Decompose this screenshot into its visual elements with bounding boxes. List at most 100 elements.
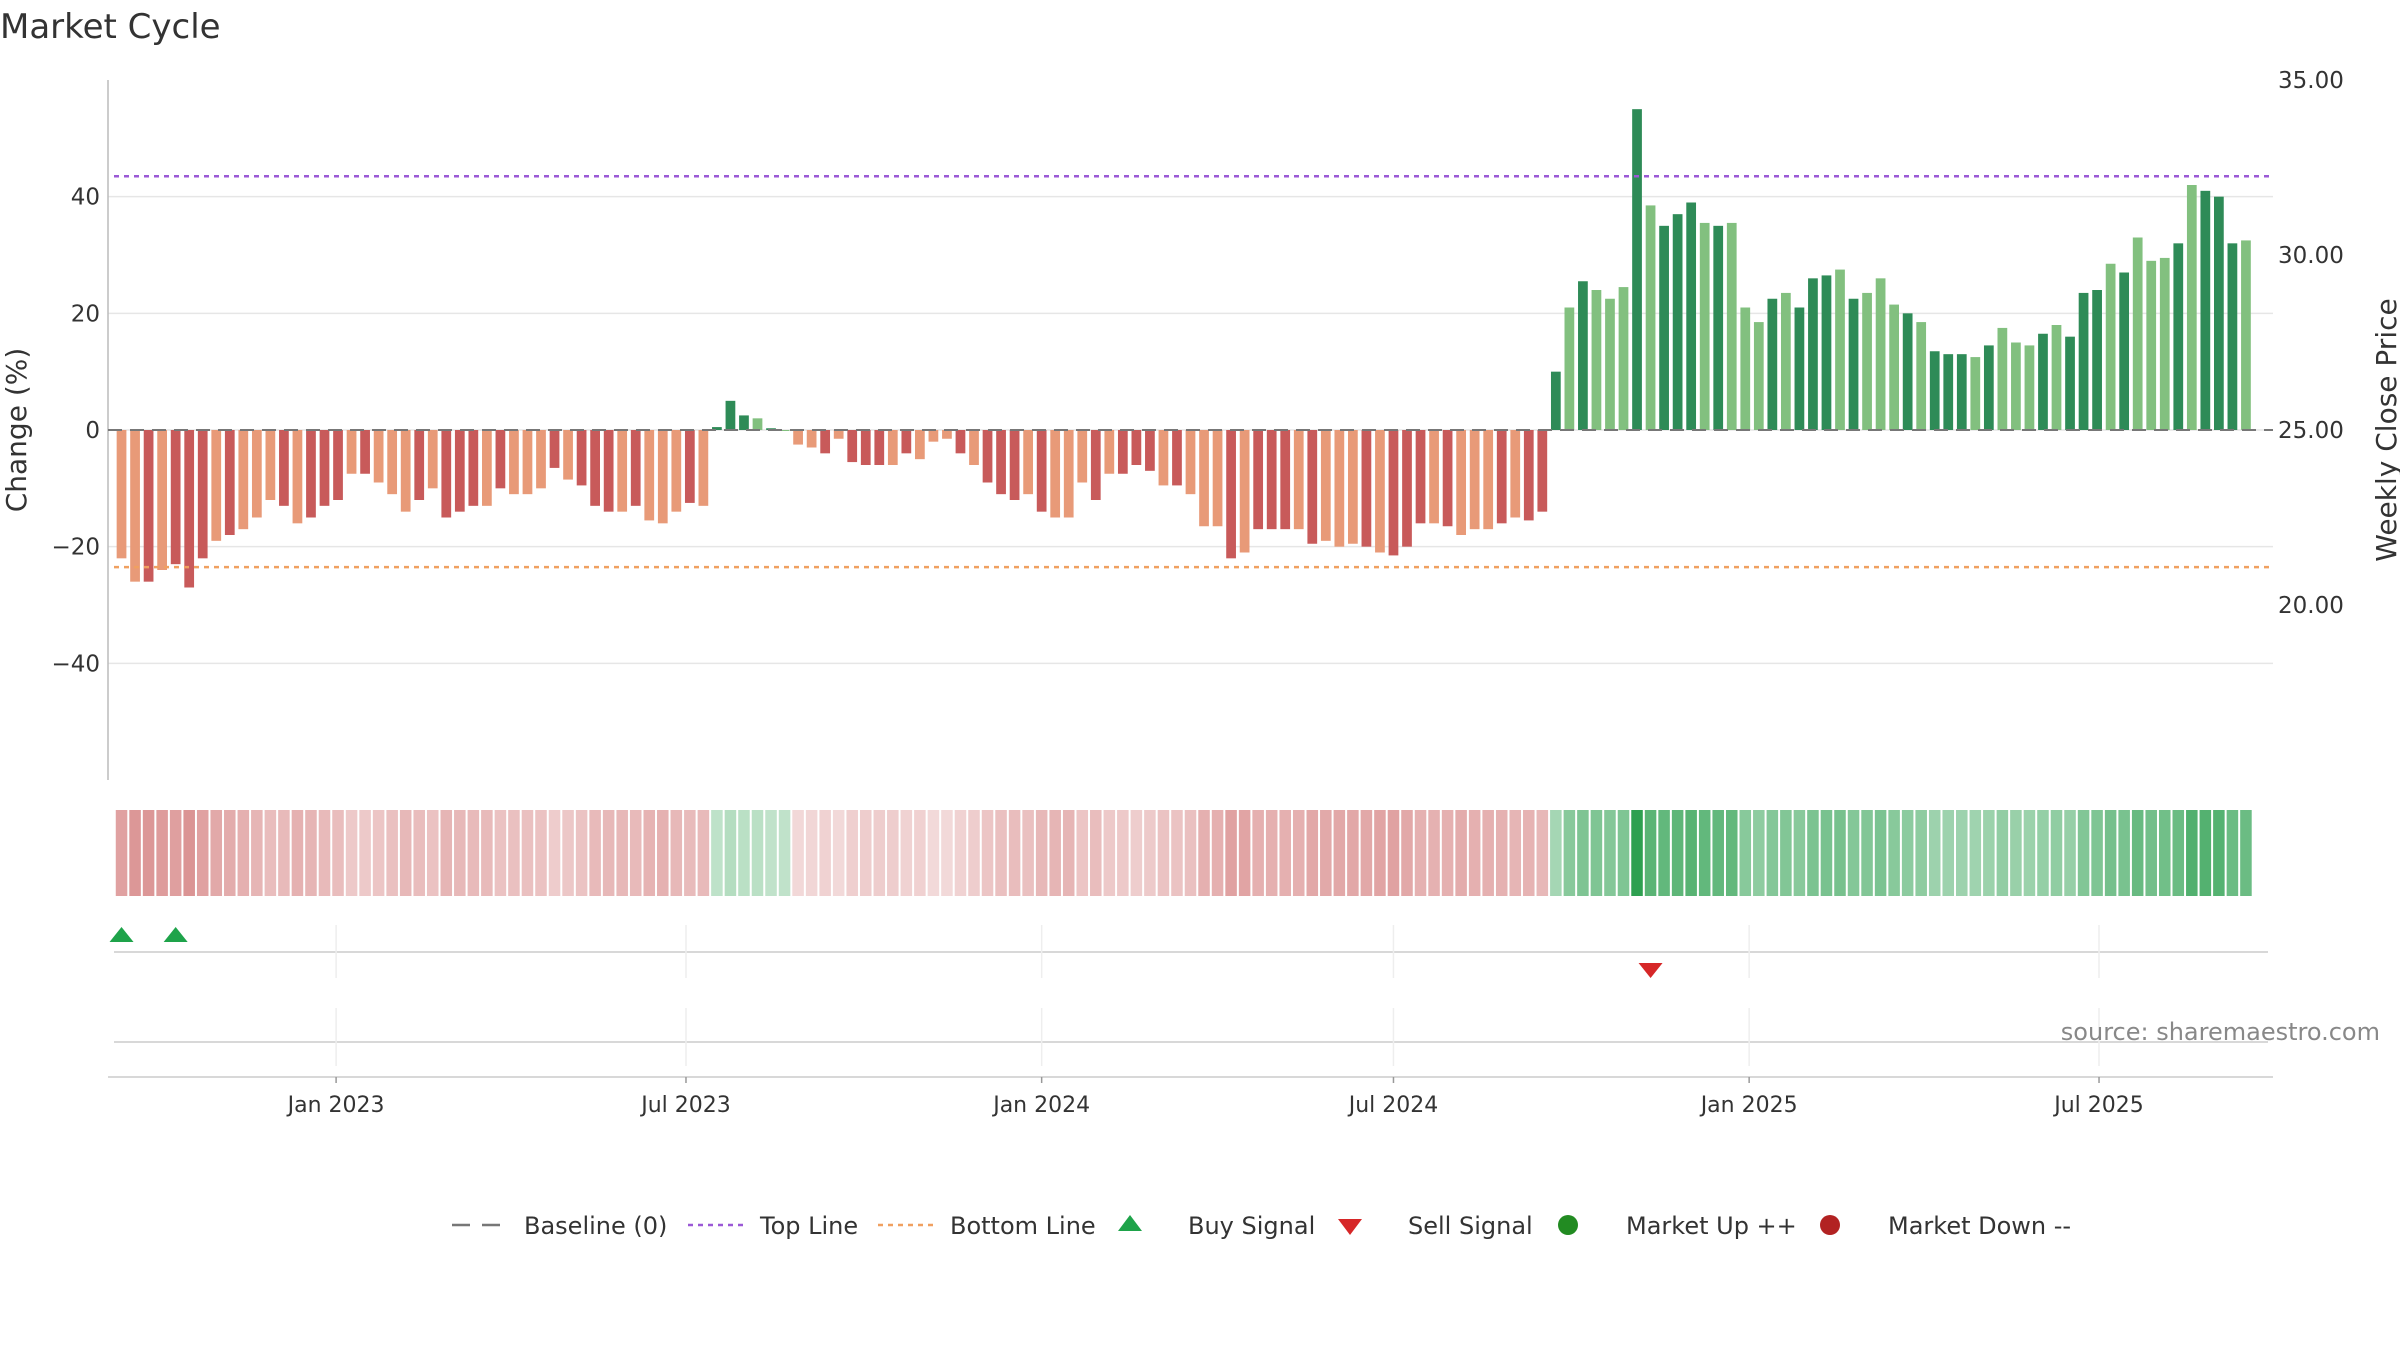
bar: [982, 430, 993, 483]
bar: [2078, 292, 2089, 430]
strip-cell: [1915, 810, 1927, 896]
strip-cell: [1969, 810, 1982, 896]
bar: [1009, 430, 1020, 500]
strip-cell: [657, 810, 669, 896]
strip-cell: [1062, 810, 1075, 896]
bar: [549, 430, 560, 468]
bar: [1875, 278, 1886, 430]
y2-axis-label: Weekly Close Price: [2370, 298, 2400, 561]
strip-cell: [1157, 810, 1170, 896]
strip-cell: [765, 810, 777, 896]
bar: [1199, 430, 1209, 527]
strip-cell: [2023, 810, 2036, 896]
bar: [482, 430, 492, 506]
strip-cell: [995, 810, 1007, 896]
strip-cell: [670, 810, 683, 896]
strip-cell: [711, 810, 723, 896]
strip-cell: [1441, 810, 1454, 896]
strip-cell: [2104, 810, 2117, 896]
buy-signal-marker: [163, 927, 188, 942]
chart-title: Market Cycle: [0, 7, 221, 47]
bar: [333, 430, 343, 500]
strip-cell: [602, 810, 615, 896]
strip-cell: [1211, 810, 1224, 896]
bar: [1036, 430, 1047, 512]
strip-cell: [413, 810, 425, 896]
bar: [1943, 354, 1954, 430]
strip-cell: [1644, 810, 1657, 896]
strip-cell: [1928, 810, 1941, 896]
bar: [1537, 430, 1548, 512]
bar: [1767, 298, 1778, 430]
strip-cell: [1793, 810, 1806, 896]
x-tick-label: Jul 2024: [1347, 1093, 1439, 1118]
bar: [387, 430, 398, 495]
strip-cell: [2240, 810, 2252, 896]
bar: [860, 430, 871, 465]
legend-label: Top Line: [759, 1212, 858, 1240]
bar: [211, 430, 222, 541]
strip-cell: [1753, 810, 1765, 896]
bar: [955, 430, 966, 454]
strip-cell: [196, 810, 209, 896]
x-tick-label: Jul 2023: [639, 1093, 731, 1118]
strip-cell: [2091, 810, 2103, 896]
bar: [1307, 430, 1318, 544]
strip-cell: [2158, 810, 2171, 896]
y-tick-label: 0: [85, 418, 100, 444]
bar: [874, 430, 885, 465]
strip-cell: [1265, 810, 1278, 896]
strip-cell: [2186, 810, 2198, 896]
strip-cell: [1103, 810, 1116, 896]
bar: [1158, 430, 1169, 486]
strip-cell: [1590, 810, 1603, 896]
sell-signal-marker: [1638, 963, 1663, 978]
bar: [360, 430, 370, 474]
bar: [1564, 307, 1575, 430]
strip-cell: [156, 810, 168, 896]
strip-cell: [1292, 810, 1305, 896]
strip-cell: [1820, 810, 1833, 896]
strip-cell: [1076, 810, 1089, 896]
strip-cell: [1523, 810, 1535, 896]
bar: [1496, 430, 1507, 524]
bar: [657, 430, 668, 524]
bar: [630, 430, 641, 506]
bar: [2186, 185, 2197, 430]
strip-cell: [1631, 810, 1643, 896]
strip-cell: [291, 810, 304, 896]
bar: [1686, 202, 1697, 430]
legend-label: Sell Signal: [1408, 1212, 1533, 1240]
bar: [887, 430, 898, 465]
strip-cell: [1983, 810, 1995, 896]
bar: [2105, 263, 2116, 430]
bar: [1185, 430, 1196, 495]
bar: [2214, 196, 2224, 430]
bar: [1645, 205, 1656, 430]
strip-cell: [927, 810, 940, 896]
legend-label: Market Up ++: [1626, 1212, 1797, 1240]
strip-cell: [440, 810, 453, 896]
strip-cell: [264, 810, 277, 896]
bar: [1848, 298, 1859, 430]
bar: [2241, 240, 2251, 430]
legend: Baseline (0) Top Line Bottom Line Buy Signa…: [452, 1212, 2071, 1240]
strip-cell: [616, 810, 628, 896]
bar: [1483, 430, 1494, 530]
y-axis: 40 20 0 −20 −40: [51, 185, 100, 678]
bar: [1253, 430, 1264, 530]
strip-cell: [1238, 810, 1251, 896]
strip-cell: [129, 810, 141, 896]
bars: [116, 109, 2251, 588]
y2-tick-label: 25.00: [2278, 418, 2344, 444]
bar: [1293, 430, 1304, 530]
strip-cell: [2145, 810, 2157, 896]
bar: [969, 430, 979, 465]
bar: [563, 430, 573, 480]
strip-cell: [169, 810, 182, 896]
strip-cell: [697, 810, 710, 896]
strip-cell: [805, 810, 818, 896]
strip-cell: [562, 810, 574, 896]
bar: [400, 430, 411, 512]
strip-cell: [981, 810, 994, 896]
